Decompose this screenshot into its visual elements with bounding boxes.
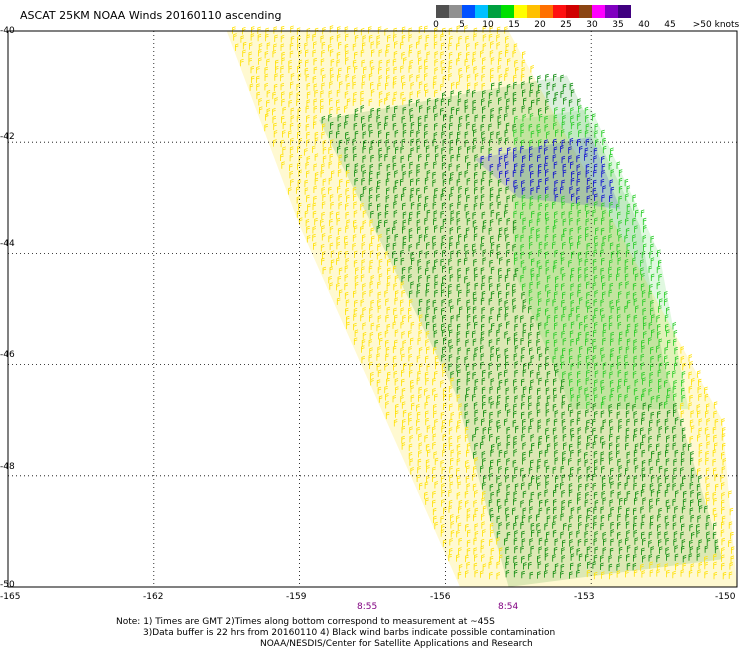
colorbar-label: 0 (433, 20, 439, 30)
lon-label: -159 (286, 592, 307, 602)
colorbar-swatch (488, 5, 501, 18)
colorbar-label: 30 (586, 20, 598, 30)
colorbar-swatch (462, 5, 475, 18)
pass-time-label: 8:55 (357, 602, 378, 612)
colorbar-label: 25 (560, 20, 572, 30)
colorbar-swatch (540, 5, 553, 18)
colorbar-swatch (605, 5, 618, 18)
colorbar-label: 35 (612, 20, 624, 30)
lon-label: -153 (574, 592, 595, 602)
lat-lon-grid (8, 31, 737, 587)
wind-barb-group (513, 105, 686, 409)
lat-label: -50 (0, 580, 15, 590)
note-line-1: Note: 1) Times are GMT 2)Times along bot… (116, 617, 495, 627)
lat-label: -44 (0, 239, 15, 249)
colorbar-swatch (527, 5, 540, 18)
note-line-3: NOAA/NESDIS/Center for Satellite Applica… (260, 639, 533, 649)
colorbar-swatch (592, 5, 605, 18)
wind-barbs (232, 25, 735, 580)
colorbar-swatch (449, 5, 462, 18)
colorbar-swatch (475, 5, 488, 18)
lat-label: -46 (0, 350, 15, 360)
wind-barb-group (321, 73, 719, 580)
colorbar-swatch (514, 5, 527, 18)
colorbar-label: 40 (638, 20, 650, 30)
lon-label: -150 (715, 592, 736, 602)
lat-label: -40 (0, 26, 15, 36)
wind-region (474, 136, 621, 209)
colorbar-label: 45 (664, 20, 676, 30)
colorbar-label: 5 (459, 20, 465, 30)
note-line-2: 3)Data buffer is 22 hrs from 20160110 4)… (143, 628, 556, 638)
colorbar-swatch (566, 5, 579, 18)
colorbar-label: >50 knots (692, 20, 740, 30)
plot-frame (7, 30, 738, 588)
lon-label: -162 (143, 592, 164, 602)
colorbar-swatch (579, 5, 592, 18)
colorbar-label: 15 (508, 20, 520, 30)
colorbar-swatch (501, 5, 514, 18)
wind-barb-group (480, 138, 615, 204)
lon-label: -156 (430, 592, 451, 602)
lat-label: -42 (0, 132, 15, 142)
lat-label: -48 (0, 462, 15, 472)
colorbar-swatch (553, 5, 566, 18)
wind-speed-colorbar (436, 5, 631, 18)
map-title: ASCAT 25KM NOAA Winds 20160110 ascending (20, 9, 282, 22)
lon-label: -165 (0, 592, 21, 602)
colorbar-label: 20 (534, 20, 546, 30)
pass-time-label: 8:54 (498, 602, 519, 612)
colorbar-swatch (618, 5, 631, 18)
colorbar-swatch (436, 5, 449, 18)
wind-barb-group (232, 25, 735, 580)
colorbar-label: 10 (482, 20, 494, 30)
